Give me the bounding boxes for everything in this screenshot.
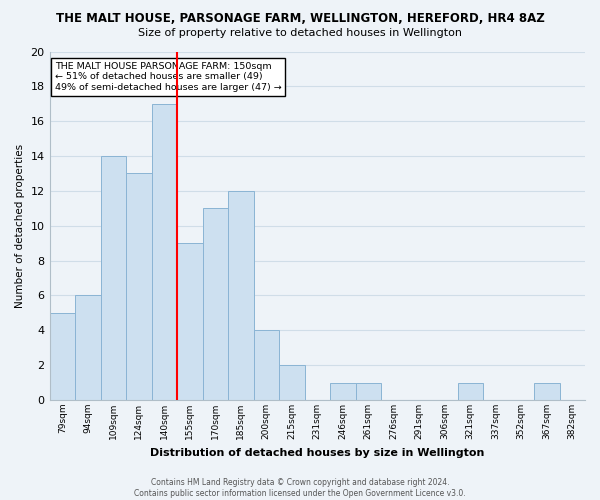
Y-axis label: Number of detached properties: Number of detached properties bbox=[15, 144, 25, 308]
Bar bbox=[75, 296, 101, 400]
Bar bbox=[356, 382, 381, 400]
Text: Size of property relative to detached houses in Wellington: Size of property relative to detached ho… bbox=[138, 28, 462, 38]
Bar bbox=[203, 208, 228, 400]
Bar bbox=[534, 382, 560, 400]
Bar bbox=[458, 382, 483, 400]
Text: THE MALT HOUSE, PARSONAGE FARM, WELLINGTON, HEREFORD, HR4 8AZ: THE MALT HOUSE, PARSONAGE FARM, WELLINGT… bbox=[56, 12, 544, 26]
X-axis label: Distribution of detached houses by size in Wellington: Distribution of detached houses by size … bbox=[150, 448, 484, 458]
Bar bbox=[228, 191, 254, 400]
Bar bbox=[101, 156, 126, 400]
Text: THE MALT HOUSE PARSONAGE FARM: 150sqm
← 51% of detached houses are smaller (49)
: THE MALT HOUSE PARSONAGE FARM: 150sqm ← … bbox=[55, 62, 281, 92]
Text: Contains HM Land Registry data © Crown copyright and database right 2024.
Contai: Contains HM Land Registry data © Crown c… bbox=[134, 478, 466, 498]
Bar bbox=[152, 104, 177, 400]
Bar bbox=[279, 365, 305, 400]
Bar bbox=[330, 382, 356, 400]
Bar bbox=[50, 313, 75, 400]
Bar bbox=[254, 330, 279, 400]
Bar bbox=[177, 243, 203, 400]
Bar bbox=[126, 174, 152, 400]
